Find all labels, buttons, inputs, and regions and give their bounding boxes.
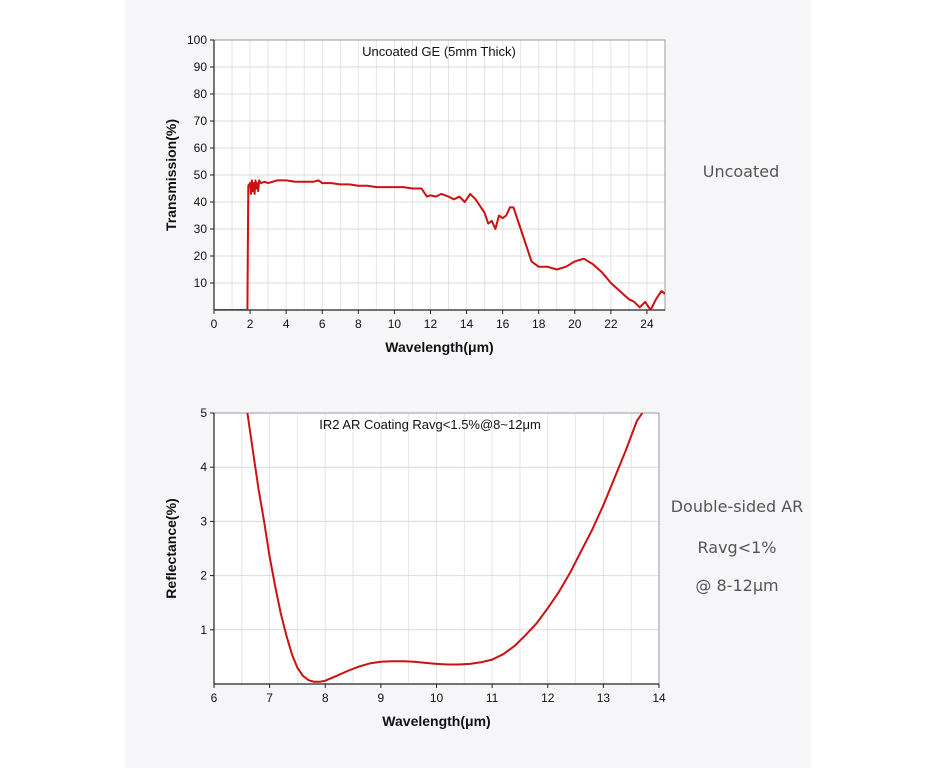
y-tick-label: 30: [194, 222, 208, 236]
ar-label-line1: Double-sided AR: [670, 497, 804, 516]
x-tick-label: 16: [496, 317, 510, 331]
x-tick-label: 10: [388, 317, 402, 331]
x-tick-label: 6: [211, 691, 218, 705]
x-tick-label: 24: [640, 317, 654, 331]
x-tick-label: 11: [486, 691, 499, 705]
figure-canvas: 0 2 4 6 8 10 12 14 16 18 20 22 24 10 20 30 40 50 60 70 80 90 1…: [125, 0, 811, 768]
y-tick-label: 50: [194, 168, 208, 182]
x-tick-label: 12: [541, 691, 555, 705]
x-tick-label: 12: [424, 317, 438, 331]
uncoated-label: Uncoated: [702, 162, 780, 181]
y-tick-label: 20: [194, 249, 208, 263]
x-tick-label: 14: [460, 317, 474, 331]
series-line: [214, 179, 665, 310]
y-tick-label: 10: [194, 276, 208, 290]
y-axis-label: Reflectance(%): [163, 498, 179, 598]
series-line: [246, 413, 644, 683]
x-tick-label: 14: [652, 691, 666, 705]
x-tick-label: 13: [597, 691, 611, 705]
x-tick-label: 20: [568, 317, 582, 331]
y-tick-label: 2: [200, 569, 207, 583]
y-axis-label: Transmission(%): [163, 119, 179, 231]
x-axis-label: Wavelength(μm): [385, 339, 493, 355]
y-tick-label: 70: [194, 114, 208, 128]
transmission-chart: 0 2 4 6 8 10 12 14 16 18 20 22 241020304050607080901…: [163, 33, 666, 355]
x-tick-label: 7: [266, 691, 273, 705]
x-tick-label: 8: [322, 691, 329, 705]
y-tick-label: 60: [194, 141, 208, 155]
x-tick-label: 4: [283, 317, 290, 331]
chart-title: Uncoated GE (5mm Thick): [362, 44, 516, 59]
y-tick-label: 40: [194, 195, 208, 209]
ar-label-line2: Ravg<1%: [697, 538, 777, 557]
y-tick-label: 4: [200, 460, 207, 474]
y-tick-label: 100: [187, 33, 207, 47]
ar-label-line3: @ 8-12μm: [695, 576, 779, 595]
x-tick-label: 0: [211, 317, 218, 331]
y-tick-label: 5: [200, 406, 207, 420]
x-tick-label: 6: [319, 317, 326, 331]
x-tick-label: 2: [247, 317, 254, 331]
y-tick-label: 90: [194, 60, 208, 74]
chart-title: IR2 AR Coating Ravg<1.5%@8~12μm: [319, 417, 541, 432]
x-tick-label: 18: [532, 317, 546, 331]
x-tick-label: 8: [355, 317, 362, 331]
x-axis-label: Wavelength(μm): [382, 713, 490, 729]
x-tick-label: 9: [378, 691, 385, 705]
y-tick-label: 3: [200, 514, 207, 528]
x-tick-label: 10: [430, 691, 444, 705]
x-tick-label: 22: [604, 317, 618, 331]
y-tick-label: 80: [194, 87, 208, 101]
y-tick-label: 1: [200, 623, 207, 637]
